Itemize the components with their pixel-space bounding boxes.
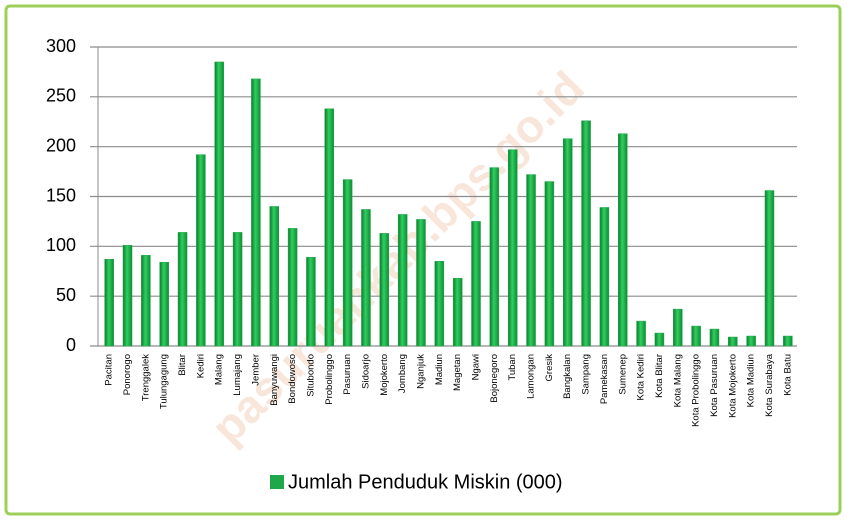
bar xyxy=(232,232,243,347)
x-tick-label: Ponorogo xyxy=(122,354,133,395)
bar xyxy=(526,174,536,347)
bar xyxy=(397,214,408,347)
bar xyxy=(196,154,206,347)
x-tick-label: Gresik xyxy=(544,354,555,382)
bar xyxy=(618,133,628,347)
x-tick-label: Sampang xyxy=(581,354,592,395)
y-tick-label: 50 xyxy=(56,285,76,305)
bar xyxy=(783,335,793,347)
bar xyxy=(599,207,610,347)
x-tick-label: Pasuruan xyxy=(342,354,353,395)
bar xyxy=(122,245,133,347)
x-tick-label: Bondowoso xyxy=(287,354,298,404)
y-tick-label: 250 xyxy=(46,86,76,106)
bar xyxy=(764,190,775,347)
y-tick-label: 100 xyxy=(46,235,76,255)
x-tick-label: Sumenep xyxy=(617,354,628,395)
bar xyxy=(728,336,738,347)
x-tick-label: Probolinggo xyxy=(324,354,335,405)
x-tick-label: Mojokerto xyxy=(379,354,390,396)
bar xyxy=(581,120,591,347)
bar xyxy=(269,206,279,347)
y-tick-label: 150 xyxy=(46,185,76,205)
bar xyxy=(654,332,665,347)
bar xyxy=(691,325,701,347)
bar xyxy=(324,108,335,347)
y-tick-label: 200 xyxy=(46,135,76,155)
x-tick-label: Jombang xyxy=(397,354,408,393)
bar xyxy=(562,138,573,347)
bar xyxy=(177,232,188,347)
y-tick-label: 0 xyxy=(66,335,76,355)
bar xyxy=(489,167,500,347)
bar xyxy=(471,221,481,347)
x-tick-label: Ngawi xyxy=(471,354,482,380)
y-tick-label: 300 xyxy=(46,36,76,56)
bar xyxy=(361,209,371,347)
x-tick-label: Kota Surabaya xyxy=(764,353,775,417)
x-tick-label: Kediri xyxy=(195,354,206,378)
x-tick-label: Trenggalek xyxy=(140,354,151,401)
bar xyxy=(544,181,555,347)
x-tick-label: Magetan xyxy=(452,354,463,391)
x-tick-label: Kota Blitar xyxy=(654,354,665,398)
bar xyxy=(416,219,426,347)
bar xyxy=(507,149,518,347)
x-tick-label: Jember xyxy=(250,354,261,386)
bar xyxy=(214,61,224,347)
bar xyxy=(709,328,720,347)
bar xyxy=(746,335,756,347)
x-tick-label: Situbondo xyxy=(305,354,316,397)
x-tick-label: Tulungagung xyxy=(159,354,170,409)
bar xyxy=(434,261,445,347)
x-tick-label: Sidoarjo xyxy=(360,354,371,389)
bar xyxy=(159,262,169,347)
x-tick-label: Kota Madiun xyxy=(746,354,757,407)
x-tick-label: Bangkalan xyxy=(562,354,573,399)
x-tick-label: Lamongan xyxy=(526,354,537,399)
legend-swatch xyxy=(270,475,284,489)
x-tick-label: Kota Malang xyxy=(672,354,683,407)
bar xyxy=(141,255,151,347)
bar xyxy=(287,228,298,347)
x-tick-label: Pamekasan xyxy=(599,354,610,404)
x-tick-label: Pacitan xyxy=(104,354,115,386)
x-tick-label: Madiun xyxy=(434,354,445,385)
bar xyxy=(636,320,646,347)
x-tick-label: Kota Batu xyxy=(782,354,793,396)
x-tick-label: Kota Kediri xyxy=(636,354,647,400)
bar xyxy=(342,179,353,347)
x-tick-label: Bojonegoro xyxy=(489,354,500,403)
x-tick-label: Kota Probolinggo xyxy=(691,354,702,427)
x-tick-label: Tuban xyxy=(507,354,518,381)
x-tick-label: Kota Pasuruan xyxy=(709,354,720,417)
x-tick-label: Kota Mojokerto xyxy=(727,354,738,418)
bar xyxy=(452,277,463,347)
x-tick-label: Banyuwangi xyxy=(269,354,280,406)
bar xyxy=(673,308,683,347)
legend-label: Jumlah Penduduk Miskin (000) xyxy=(288,471,563,493)
x-tick-label: Blitar xyxy=(177,354,188,376)
x-tick-label: Nganjuk xyxy=(416,354,427,389)
bar xyxy=(104,259,114,347)
bar xyxy=(306,257,316,347)
x-tick-label: Lumajang xyxy=(232,354,243,396)
x-tick-label: Malang xyxy=(214,354,225,385)
bar xyxy=(379,233,390,347)
bar xyxy=(251,78,261,347)
